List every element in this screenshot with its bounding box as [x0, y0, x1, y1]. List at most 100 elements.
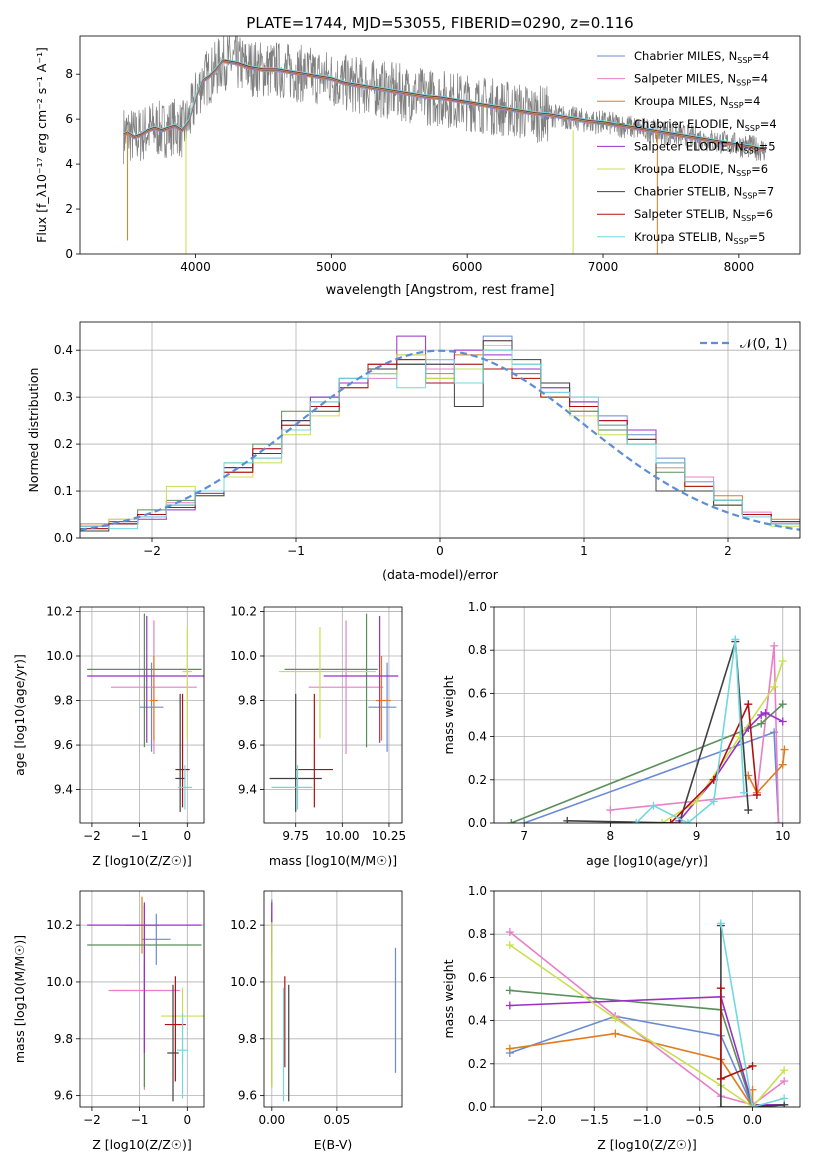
- legend-entry: 𝒩(0, 1): [740, 337, 787, 352]
- x-tick-label: 7000: [588, 260, 619, 274]
- x-tick-label: 7: [520, 829, 528, 843]
- panel-mass-weight-vs-Z: −2.0 −1.5 −1.0 −0.5 0.0 0.0 0.2 0.4 0.6 0.8 1.0 Z […: [441, 884, 801, 1152]
- weight-point: [505, 941, 514, 949]
- y-tick-label: 4: [65, 157, 73, 171]
- legend-text: Salpeter ELODIE, N: [634, 139, 744, 153]
- weight-point: [505, 928, 514, 937]
- weight-point: [658, 819, 667, 823]
- x-tick-label: 10: [775, 829, 790, 843]
- y-tick-label: 0.6: [468, 970, 487, 984]
- y-tick-label: 0.8: [468, 643, 487, 657]
- y-tick-label: 9.8: [54, 694, 73, 708]
- y-axis-label: mass weight: [441, 675, 456, 754]
- legend-text: Salpeter MILES, N: [634, 72, 736, 86]
- plot-area: [80, 335, 800, 538]
- plot-area: [269, 613, 399, 812]
- legend-count: =7: [757, 185, 774, 199]
- weight-point: [752, 790, 761, 799]
- y-tick-label: 9.8: [54, 1032, 73, 1046]
- panel-age-vs-Z: −2 −1 0 9.4 9.6 9.8 10.0 10.2 Z [log10(Z/Z☉)] age…: [12, 604, 205, 868]
- weight-point: [778, 760, 787, 769]
- weight-series-8: [720, 923, 785, 1107]
- x-tick-label: 0: [183, 1113, 191, 1127]
- y-tick-label: 0.4: [468, 1014, 487, 1028]
- weight-point: [748, 1061, 757, 1070]
- weight-point: [505, 986, 514, 995]
- histogram-series-8: [80, 349, 800, 538]
- weight-point: [716, 919, 725, 928]
- y-tick-label: 0.0: [468, 1100, 487, 1114]
- weight-point: [739, 788, 748, 797]
- x-tick-label: 4000: [180, 260, 211, 274]
- x-tick-label: 8000: [724, 260, 755, 274]
- plot-area: [505, 919, 789, 1107]
- weight-point: [716, 1074, 725, 1083]
- y-tick-label: 9.6: [238, 738, 257, 752]
- x-tick-label: 6000: [452, 260, 483, 274]
- panel-residuals: −2 −1 0 1 2 0.0 0.1 0.2 0.3 0.4 𝒩(0, 1) (data-model…: [26, 321, 801, 582]
- legend-entry: Kroupa ELODIE, NSSP=6: [634, 162, 768, 178]
- panel-spectrum: 4000 5000 6000 7000 8000 0 2 4 6 8 Chabrier MILES,…: [34, 14, 801, 298]
- legend-subscript: SSP: [745, 124, 760, 133]
- x-tick-label: 10.25: [372, 829, 406, 843]
- y-tick-label: 10.2: [46, 918, 73, 932]
- x-axis-label: wavelength [Angstrom, rest frame]: [326, 283, 555, 298]
- weight-point: [507, 819, 516, 823]
- weight-point: [780, 745, 789, 754]
- weight-series-7: [670, 701, 758, 823]
- x-tick-label: 0.05: [324, 1113, 351, 1127]
- legend: 𝒩(0, 1): [700, 337, 787, 352]
- weight-point: [505, 1044, 514, 1053]
- x-tick-label: 0: [183, 829, 191, 843]
- x-tick-label: −1.5: [580, 1113, 609, 1127]
- x-tick-label: 2: [724, 544, 732, 558]
- legend-subscript: SSP: [729, 101, 744, 110]
- legend-text: Chabrier MILES, N: [634, 49, 737, 63]
- y-axis-label: mass [log10(M/M☉)]: [12, 935, 27, 1063]
- weight-point: [632, 819, 641, 823]
- y-tick-label: 9.4: [54, 783, 73, 797]
- y-tick-label: 9.8: [238, 1032, 257, 1046]
- legend-entry: Salpeter STELIB, NSSP=6: [634, 207, 773, 223]
- y-axis-label: mass weight: [441, 959, 456, 1038]
- axes-frame: [263, 890, 403, 1108]
- plot-area: [123, 36, 767, 254]
- legend-entry: Salpeter MILES, NSSP=4: [634, 72, 768, 88]
- legend-text: Salpeter STELIB, N: [634, 207, 741, 221]
- y-tick-label: 9.6: [54, 1089, 73, 1103]
- legend-text: Chabrier ELODIE, N: [634, 117, 745, 131]
- gaussian-curve: [80, 349, 800, 531]
- legend-entry: Kroupa STELIB, NSSP=5: [634, 230, 765, 246]
- weight-series-0: [523, 731, 780, 823]
- y-tick-label: 0.0: [468, 816, 487, 830]
- x-axis-label: E(B-V): [314, 1137, 353, 1152]
- plot-area: [507, 635, 789, 823]
- x-axis-label: mass [log10(M/M☉)]: [269, 853, 397, 868]
- y-tick-label: 0.3: [54, 390, 73, 404]
- y-tick-label: 0.1: [54, 484, 73, 498]
- x-axis-label: Z [log10(Z/Z☉)]: [92, 853, 192, 868]
- x-tick-label: 0.0: [743, 1113, 762, 1127]
- x-tick-label: 0: [436, 544, 444, 558]
- x-tick-label: −0.5: [685, 1113, 714, 1127]
- y-tick-label: 9.8: [238, 694, 257, 708]
- weight-point: [649, 801, 658, 810]
- weight-series-6: [567, 641, 750, 823]
- weight-series-1: [610, 645, 780, 823]
- x-tick-label: −2: [83, 1113, 101, 1127]
- legend-count: =5: [759, 139, 776, 153]
- y-tick-label: 6: [65, 112, 73, 126]
- weight-point: [731, 635, 740, 644]
- y-tick-label: 10.0: [46, 649, 73, 663]
- weight-series-2: [747, 749, 786, 795]
- weight-series-4: [678, 711, 784, 822]
- x-tick-label: 0.00: [258, 1113, 285, 1127]
- y-tick-label: 0.4: [468, 730, 487, 744]
- y-tick-label: 10.2: [46, 604, 73, 618]
- weight-point: [744, 806, 753, 815]
- legend-subscript: SSP: [744, 146, 759, 155]
- axes-frame: [79, 606, 205, 824]
- legend-count: =4: [744, 94, 761, 108]
- legend-subscript: SSP: [741, 214, 756, 223]
